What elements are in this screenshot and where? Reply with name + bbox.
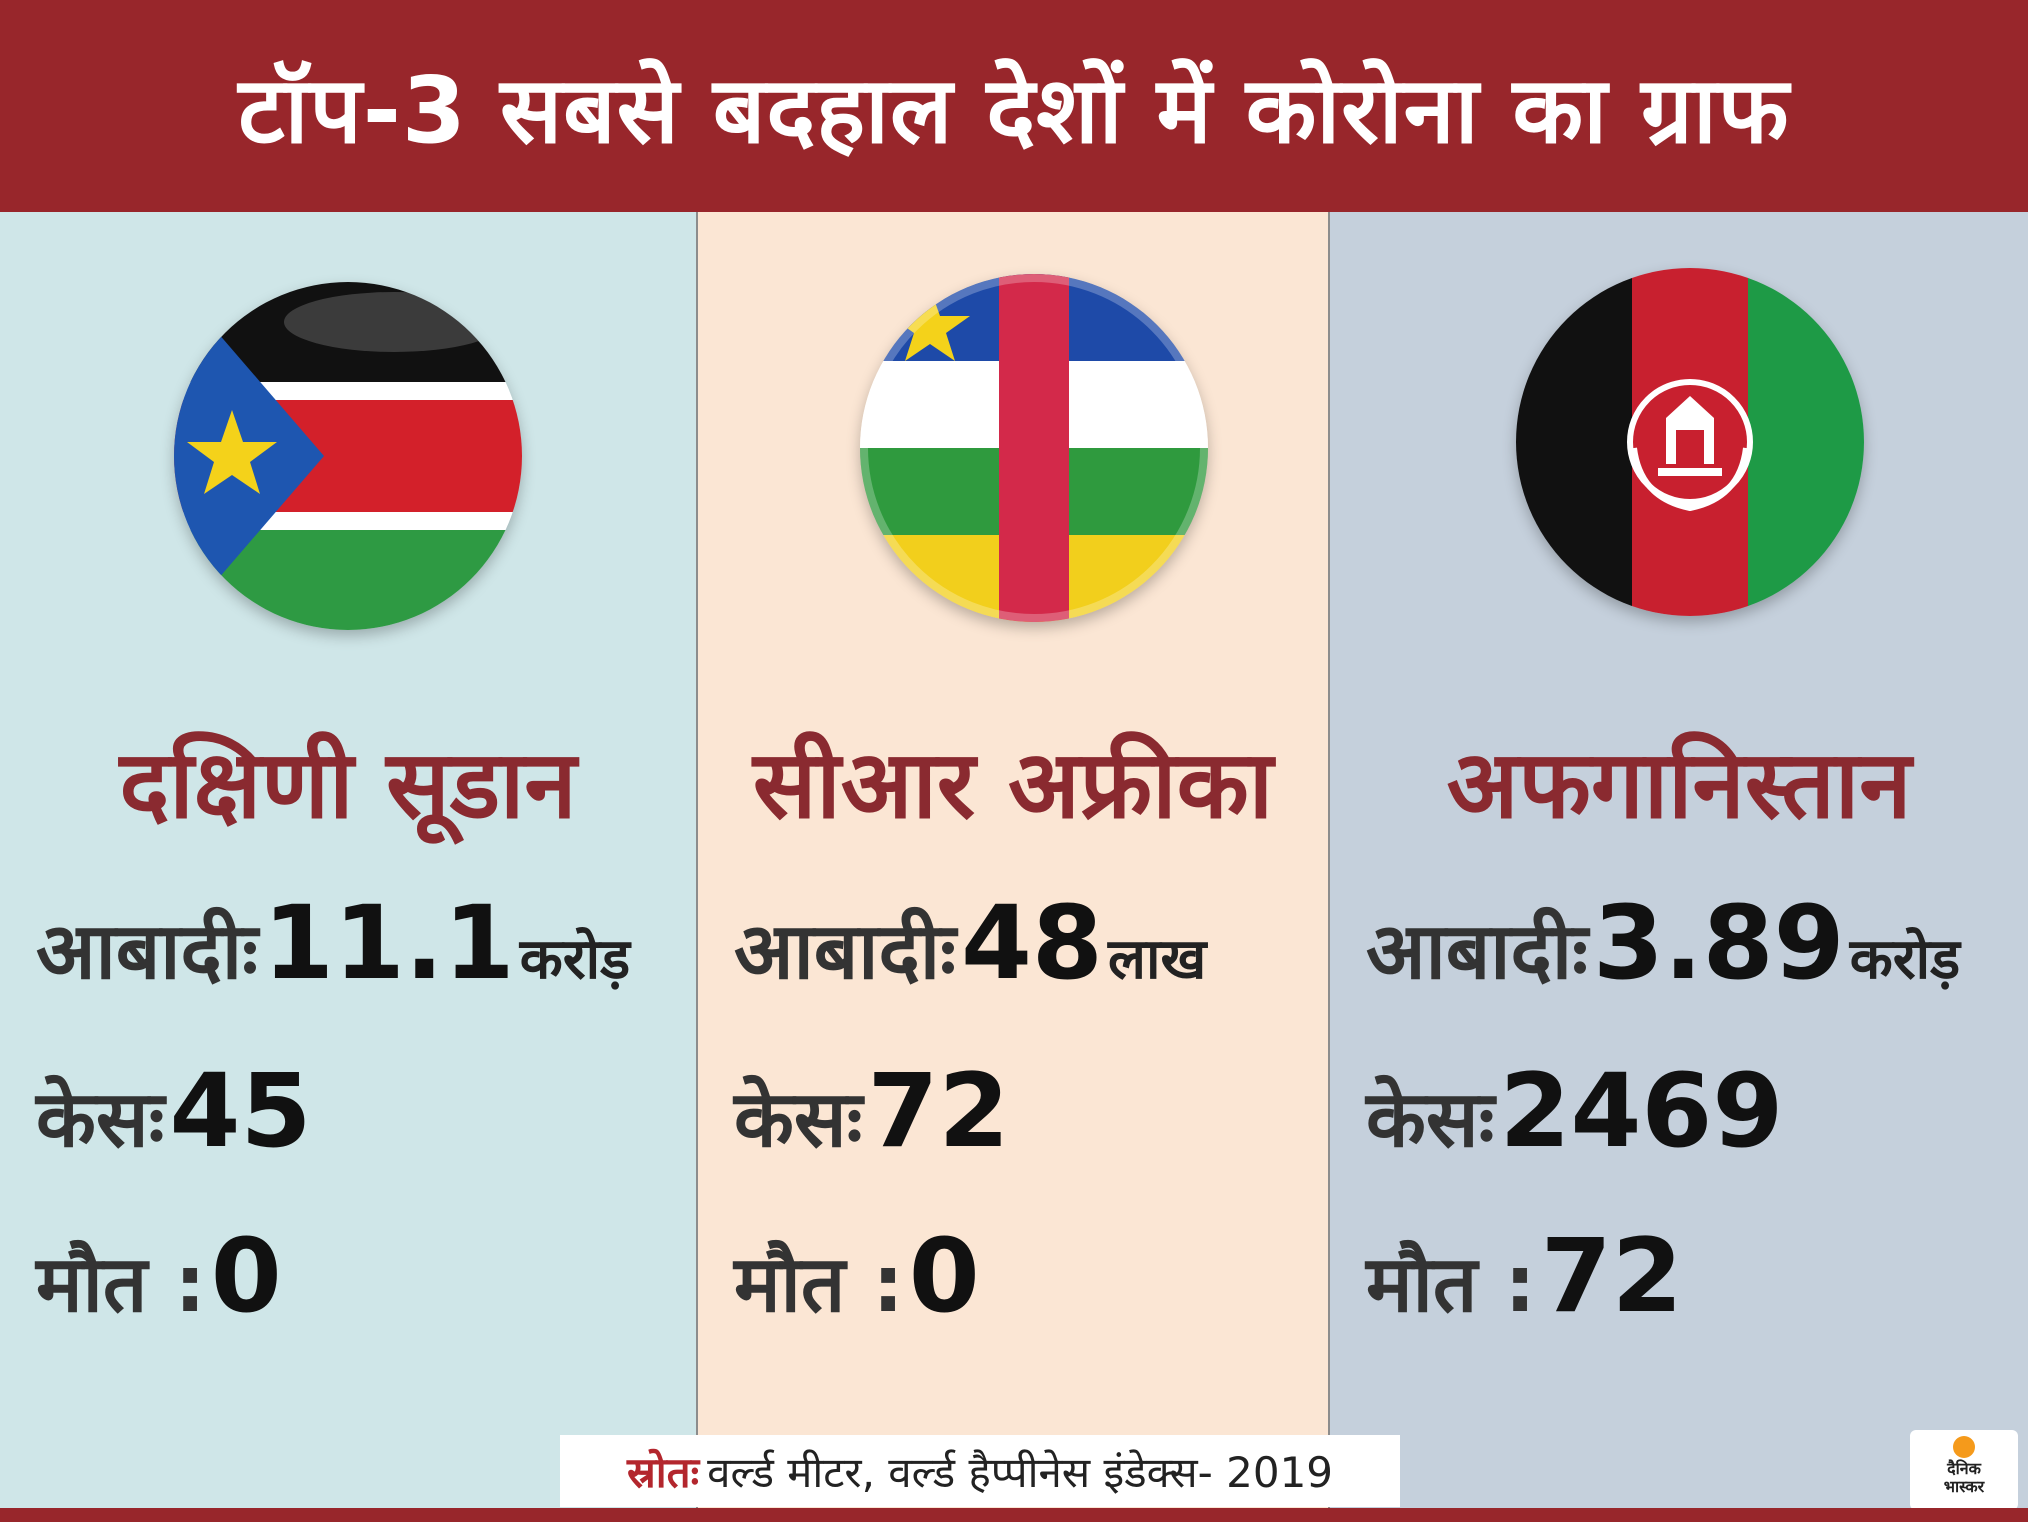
logo-line2: भास्कर	[1943, 1477, 1985, 1496]
column-divider	[696, 212, 698, 1508]
deaths-row: मौत : 72	[1366, 1217, 2018, 1336]
footer-bar	[0, 1508, 2028, 1522]
population-label: आबादीः	[36, 907, 258, 997]
source-text: वर्ल्ड मीटर, वर्ल्ड हैप्पीनेस इंडेक्स- 2…	[707, 1447, 1334, 1497]
column-divider	[1328, 212, 1330, 1508]
cases-value: 72	[867, 1052, 1010, 1171]
cases-row: केसः 72	[734, 1052, 1318, 1171]
country-column-south-sudan: दक्षिणी सूडान आबादीः 11.1 करोड़ केसः 45 …	[0, 212, 696, 1508]
cases-row: केसः 2469	[1366, 1052, 2018, 1171]
country-name: दक्षिणी सूडान	[119, 731, 577, 840]
population-value: 11.1	[262, 884, 515, 1003]
population-row: आबादीः 11.1 करोड़	[36, 884, 686, 1003]
deaths-value: 0	[908, 1217, 980, 1336]
deaths-label: मौत :	[36, 1240, 206, 1330]
cases-label: केसः	[1366, 1075, 1495, 1165]
cases-label: केसः	[36, 1075, 165, 1165]
south-sudan-flag-icon	[174, 282, 522, 630]
cases-value: 2469	[1499, 1052, 1784, 1171]
country-name: अफगानिस्तान	[1446, 731, 1912, 840]
country-column-central-african-republic: सीआर अफ्रीका आबादीः 48 लाख केसः 72 मौत :…	[698, 212, 1328, 1508]
central-african-republic-flag-icon	[860, 274, 1208, 622]
afghanistan-flag-icon	[1516, 268, 1864, 616]
header-banner: टॉप-3 सबसे बदहाल देशों में कोरोना का ग्र…	[0, 0, 2028, 212]
deaths-value: 0	[210, 1217, 282, 1336]
page-title: टॉप-3 सबसे बदहाल देशों में कोरोना का ग्र…	[238, 56, 1790, 164]
population-value: 48	[960, 884, 1103, 1003]
population-unit: करोड़	[519, 927, 631, 992]
source-label: स्रोतः	[626, 1447, 700, 1497]
deaths-row: मौत : 0	[734, 1217, 1318, 1336]
population-label: आबादीः	[734, 907, 956, 997]
population-unit: करोड़	[1849, 927, 1961, 992]
population-value: 3.89	[1592, 884, 1845, 1003]
deaths-row: मौत : 0	[36, 1217, 686, 1336]
cases-value: 45	[169, 1052, 312, 1171]
source-note: स्रोतः वर्ल्ड मीटर, वर्ल्ड हैप्पीनेस इंड…	[560, 1435, 1400, 1507]
deaths-label: मौत :	[734, 1240, 904, 1330]
population-label: आबादीः	[1366, 907, 1588, 997]
deaths-label: मौत :	[1366, 1240, 1536, 1330]
cases-label: केसः	[734, 1075, 863, 1165]
sun-icon	[1953, 1436, 1975, 1458]
country-name: सीआर अफ्रीका	[752, 731, 1274, 840]
logo-line1: दैनिक	[1947, 1459, 1981, 1478]
dainik-bhaskar-logo: दैनिक भास्कर	[1910, 1430, 2018, 1510]
cases-row: केसः 45	[36, 1052, 686, 1171]
population-row: आबादीः 48 लाख	[734, 884, 1318, 1003]
population-row: आबादीः 3.89 करोड़	[1366, 884, 2018, 1003]
deaths-value: 72	[1540, 1217, 1683, 1336]
population-unit: लाख	[1107, 927, 1207, 992]
country-column-afghanistan: अफगानिस्तान आबादीः 3.89 करोड़ केसः 2469 …	[1330, 212, 2028, 1508]
